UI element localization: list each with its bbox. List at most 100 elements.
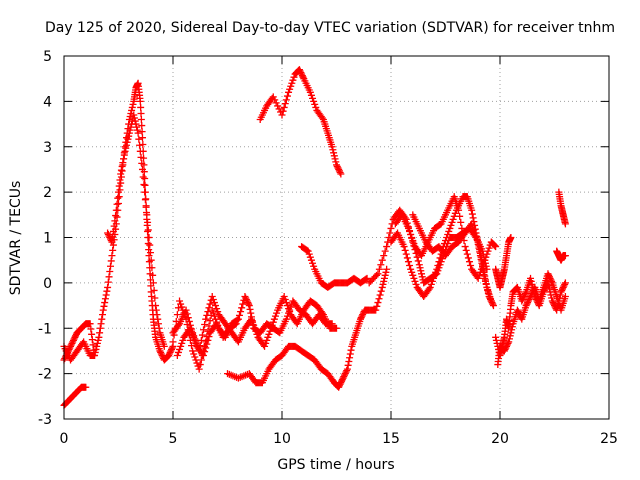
data-point bbox=[141, 181, 149, 189]
data-point bbox=[151, 294, 159, 302]
data-point bbox=[243, 297, 251, 305]
data-point bbox=[136, 97, 144, 105]
data-point bbox=[196, 361, 204, 369]
data-point bbox=[513, 306, 521, 314]
data-point bbox=[137, 153, 145, 161]
data-point bbox=[69, 338, 77, 346]
data-point bbox=[183, 310, 191, 318]
data-point bbox=[521, 291, 529, 299]
data-point bbox=[545, 282, 553, 290]
data-point bbox=[270, 315, 278, 323]
data-point bbox=[117, 173, 125, 181]
data-point bbox=[329, 146, 337, 154]
data-point bbox=[490, 241, 498, 249]
data-point bbox=[559, 283, 567, 291]
y-tick-labels: -3 -2 -1 0 1 2 3 4 5 bbox=[38, 49, 52, 428]
data-point bbox=[109, 227, 117, 235]
data-point bbox=[561, 252, 569, 260]
data-point bbox=[309, 259, 317, 267]
data-point bbox=[409, 271, 417, 279]
data-point bbox=[206, 300, 214, 308]
data-point bbox=[386, 229, 394, 237]
data-point bbox=[426, 283, 434, 291]
data-point bbox=[402, 250, 410, 258]
data-point bbox=[403, 254, 411, 262]
data-point bbox=[472, 232, 480, 240]
data-point bbox=[141, 196, 149, 204]
data-point bbox=[128, 106, 136, 114]
data-point bbox=[506, 332, 514, 340]
data-point bbox=[503, 341, 511, 349]
data-point bbox=[210, 299, 218, 307]
data-point bbox=[287, 82, 295, 90]
data-point bbox=[476, 249, 484, 257]
data-point bbox=[377, 261, 385, 269]
data-point bbox=[485, 244, 493, 252]
data-point bbox=[104, 283, 112, 291]
data-point bbox=[335, 382, 343, 390]
data-point bbox=[500, 347, 508, 355]
data-point bbox=[105, 232, 113, 240]
data-point bbox=[141, 188, 149, 196]
data-point bbox=[165, 351, 173, 359]
data-point bbox=[503, 342, 511, 350]
data-point bbox=[473, 235, 481, 243]
data-point bbox=[96, 329, 104, 337]
data-point bbox=[155, 324, 163, 332]
data-point bbox=[205, 322, 213, 330]
data-point bbox=[160, 342, 168, 350]
data-point bbox=[133, 123, 141, 131]
data-point bbox=[449, 215, 457, 223]
data-point bbox=[334, 164, 342, 172]
data-point bbox=[117, 166, 125, 174]
data-point bbox=[433, 265, 441, 273]
data-point bbox=[333, 324, 340, 332]
data-point bbox=[465, 258, 473, 266]
data-point bbox=[285, 88, 293, 96]
data-point bbox=[173, 311, 181, 319]
data-point bbox=[458, 224, 466, 232]
data-point bbox=[545, 271, 553, 279]
data-point bbox=[290, 73, 298, 81]
data-point bbox=[197, 336, 205, 344]
data-point bbox=[122, 144, 130, 152]
data-point bbox=[201, 320, 209, 328]
data-point bbox=[456, 212, 464, 220]
data-point bbox=[245, 300, 253, 308]
data-point bbox=[561, 220, 569, 228]
data-point bbox=[251, 324, 259, 332]
data-point bbox=[149, 279, 157, 287]
data-point bbox=[436, 254, 444, 262]
data-point bbox=[475, 242, 483, 250]
data-point bbox=[378, 256, 386, 264]
data-point bbox=[296, 67, 304, 75]
data-point bbox=[274, 102, 282, 110]
data-point bbox=[167, 347, 175, 355]
data-point bbox=[524, 297, 532, 305]
data-point bbox=[480, 268, 488, 276]
data-point bbox=[431, 271, 439, 279]
data-point bbox=[407, 265, 415, 273]
data-point bbox=[549, 299, 557, 307]
data-point bbox=[374, 299, 382, 307]
data-point bbox=[285, 305, 293, 313]
data-point bbox=[198, 331, 206, 339]
data-point bbox=[177, 342, 185, 350]
data-point bbox=[288, 79, 296, 87]
data-point bbox=[212, 315, 220, 323]
data-point bbox=[132, 120, 140, 128]
data-point bbox=[168, 344, 176, 352]
data-point bbox=[387, 224, 395, 232]
data-point bbox=[208, 292, 216, 300]
data-point bbox=[476, 246, 484, 254]
data-point bbox=[335, 165, 343, 173]
data-point bbox=[176, 345, 184, 353]
data-point bbox=[119, 159, 127, 167]
data-point bbox=[176, 297, 184, 305]
series bbox=[553, 247, 569, 264]
data-point bbox=[115, 182, 123, 190]
data-point bbox=[153, 311, 161, 319]
data-point bbox=[94, 336, 102, 344]
data-point bbox=[548, 294, 556, 302]
